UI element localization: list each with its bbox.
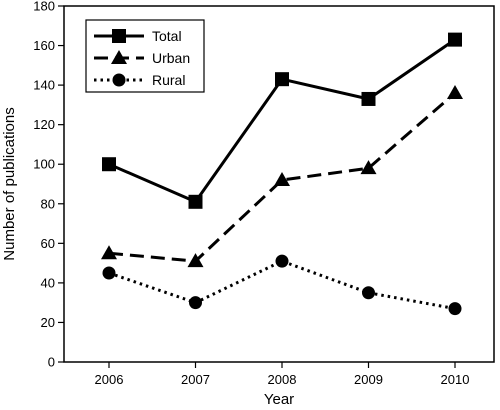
data-point-rural xyxy=(362,286,375,300)
legend-box xyxy=(85,19,205,93)
legend-marker-rural xyxy=(112,73,126,87)
data-point-urban xyxy=(360,160,377,175)
data-point-total xyxy=(275,72,289,87)
data-point-urban xyxy=(187,253,204,268)
x-axis-title: Year xyxy=(264,391,294,408)
data-point-rural xyxy=(189,296,202,310)
y-tick-label: 0 xyxy=(48,355,55,370)
data-point-rural xyxy=(275,254,289,268)
y-tick-label: 40 xyxy=(41,275,55,290)
x-tick-label: 2006 xyxy=(95,372,124,387)
legend-label-urban: Urban xyxy=(152,50,190,66)
data-point-total xyxy=(102,157,116,172)
series-line-rural xyxy=(108,259,456,311)
legend-marker-urban xyxy=(111,50,127,64)
series-layer xyxy=(101,32,463,316)
legend-label-total: Total xyxy=(152,28,182,44)
x-tick-label: 2010 xyxy=(441,372,470,387)
series-total xyxy=(102,32,462,209)
legend: Total Urban Rural xyxy=(85,19,205,93)
y-tick-label: 120 xyxy=(33,117,55,132)
y-tick-label: 100 xyxy=(33,157,55,172)
data-point-urban xyxy=(447,85,463,100)
data-point-total xyxy=(188,194,203,209)
y-tick-label: 60 xyxy=(41,236,55,251)
series-rural xyxy=(102,254,462,316)
y-axis: 0 20 40 60 80 100 120 140 160 180 xyxy=(33,0,64,370)
data-point-urban xyxy=(101,245,117,260)
x-tick-label: 2007 xyxy=(181,372,210,387)
legend-label-rural: Rural xyxy=(152,72,185,88)
y-tick-label: 80 xyxy=(41,196,55,211)
plot-area-frame xyxy=(63,5,495,363)
y-tick-label: 140 xyxy=(33,78,55,93)
data-point-rural xyxy=(102,266,116,280)
y-tick-label: 180 xyxy=(33,0,55,14)
x-tick-label: 2008 xyxy=(268,372,297,387)
x-axis: 2006 2007 2008 2009 2010 xyxy=(95,362,470,387)
data-point-urban xyxy=(274,172,290,187)
y-tick-label: 20 xyxy=(41,315,55,330)
data-point-total xyxy=(361,91,376,106)
data-point-rural xyxy=(448,302,462,316)
x-tick-label: 2009 xyxy=(354,372,383,387)
series-urban xyxy=(101,85,463,268)
y-tick-label: 160 xyxy=(33,38,55,53)
y-axis-title: Number of publications xyxy=(1,107,18,260)
legend-marker-total xyxy=(112,29,126,43)
data-point-total xyxy=(448,32,462,47)
